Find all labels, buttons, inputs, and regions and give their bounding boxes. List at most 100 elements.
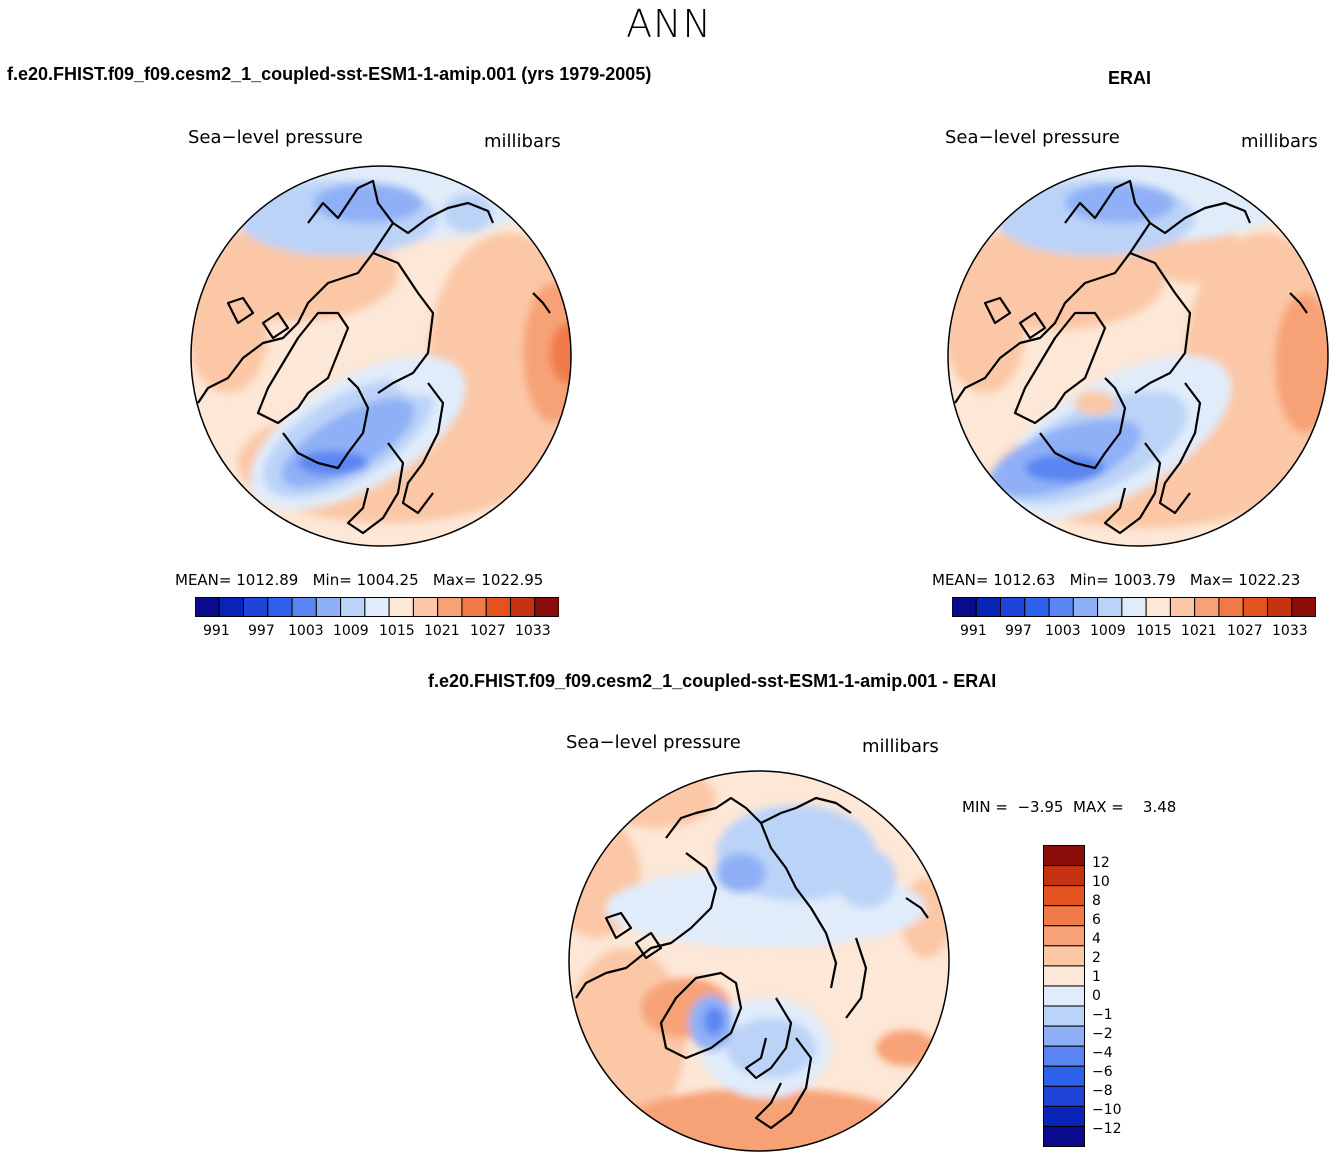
- colorbar-swatch: [1266, 597, 1293, 617]
- colorbar-swatch: [1043, 885, 1085, 907]
- colorbar-swatch: [412, 597, 439, 617]
- panel-model-units: millibars: [484, 131, 561, 152]
- min-label: MIN =: [962, 798, 1008, 816]
- diff-panel-title: f.e20.FHIST.f09_f09.cesm2_1_coupled-sst-…: [428, 671, 997, 691]
- cbar-label: 10: [1092, 874, 1110, 890]
- season-title: ANN: [626, 2, 712, 46]
- colorbar-swatch: [1097, 597, 1123, 617]
- cbar-label: 1027: [1227, 623, 1263, 639]
- colorbar-swatch: [243, 597, 269, 617]
- cbar-label: −1: [1092, 1007, 1113, 1023]
- min-label: Min=: [1069, 571, 1109, 589]
- mean-value: 1012.63: [993, 571, 1056, 589]
- cbar-label: 1003: [288, 623, 324, 639]
- colorbar-swatch: [952, 597, 977, 617]
- colorbar-swatch: [1000, 597, 1026, 617]
- colorbar-swatch: [1043, 845, 1085, 867]
- panel-obs-stats: MEAN= 1012.63 Min= 1003.79 Max= 1022.23: [932, 571, 1300, 589]
- colorbar-swatch: [195, 597, 220, 617]
- cbar-label: 6: [1092, 912, 1101, 928]
- cbar-label: 1009: [333, 623, 369, 639]
- cbar-label: 991: [960, 623, 987, 639]
- cbar-label: 1033: [1272, 623, 1308, 639]
- max-label: Max=: [1189, 571, 1234, 589]
- max-value: 3.48: [1142, 798, 1177, 816]
- cbar-label: −2: [1092, 1026, 1113, 1042]
- cbar-label: −4: [1092, 1045, 1113, 1061]
- max-value: 1022.95: [481, 571, 544, 589]
- colorbar-swatch: [1169, 597, 1196, 617]
- colorbar-swatch: [1043, 1125, 1085, 1147]
- colorbar-swatch: [1242, 597, 1268, 617]
- panel-model-map: [190, 165, 572, 547]
- diff-panel-stats: MIN = −3.95 MAX = 3.48: [962, 798, 1176, 816]
- colorbar-swatch: [1194, 597, 1220, 617]
- diff-panel-variable: Sea−level pressure: [566, 732, 741, 753]
- colorbar-swatch: [388, 597, 414, 617]
- colorbar-swatch: [509, 597, 536, 617]
- max-label: MAX =: [1073, 798, 1124, 816]
- cbar-label: 1015: [1136, 623, 1172, 639]
- colorbar-swatch: [1043, 1025, 1085, 1047]
- panel-obs-title: ERAI: [1108, 68, 1152, 88]
- colorbar-swatch: [1043, 865, 1085, 887]
- colorbar-swatch: [461, 597, 487, 617]
- min-value: −3.95: [1017, 798, 1064, 816]
- colorbar-swatch: [1043, 905, 1085, 927]
- cbar-label: 1: [1092, 969, 1101, 985]
- min-label: Min=: [312, 571, 352, 589]
- cbar-label: 1021: [1181, 623, 1217, 639]
- cbar-label: −10: [1092, 1102, 1122, 1118]
- panel-obs-map: [947, 165, 1329, 547]
- cbar-label: 997: [248, 623, 275, 639]
- colorbar-swatch: [1048, 597, 1074, 617]
- cbar-label: −12: [1092, 1121, 1122, 1137]
- cbar-label: 997: [1005, 623, 1032, 639]
- max-label: Max=: [432, 571, 477, 589]
- cbar-label: 12: [1092, 855, 1110, 871]
- panel-obs-colorbar: [952, 597, 1316, 617]
- colorbar-swatch: [218, 597, 245, 617]
- mean-label: MEAN=: [932, 571, 989, 589]
- colorbar-swatch: [315, 597, 342, 617]
- colorbar-swatch: [1043, 985, 1085, 1007]
- panel-model-colorbar: [195, 597, 559, 617]
- colorbar-swatch: [1145, 597, 1171, 617]
- cbar-label: −8: [1092, 1083, 1113, 1099]
- diff-panel-units: millibars: [862, 736, 939, 757]
- colorbar-swatch: [534, 597, 559, 617]
- panel-model-title: f.e20.FHIST.f09_f09.cesm2_1_coupled-sst-…: [7, 64, 652, 84]
- colorbar-swatch: [1043, 945, 1085, 967]
- min-value: 1003.79: [1113, 571, 1176, 589]
- colorbar-swatch: [340, 597, 366, 617]
- colorbar-swatch: [1291, 597, 1316, 617]
- colorbar-swatch: [1043, 965, 1085, 987]
- colorbar-swatch: [1121, 597, 1147, 617]
- colorbar-swatch: [1043, 1065, 1085, 1087]
- cbar-label: 8: [1092, 893, 1101, 909]
- colorbar-swatch: [364, 597, 390, 617]
- min-value: 1004.25: [356, 571, 419, 589]
- colorbar-swatch: [1043, 1085, 1085, 1107]
- colorbar-swatch: [267, 597, 293, 617]
- panel-obs-variable: Sea−level pressure: [945, 127, 1120, 148]
- diff-colorbar-labels: 12 10 8 6 4 2 1 0 −1 −2 −4 −6 −8 −10 −12: [1092, 855, 1152, 1145]
- panel-obs-colorbar-labels: 991 997 1003 1009 1015 1021 1027 1033: [952, 623, 1316, 641]
- panel-model-stats: MEAN= 1012.89 Min= 1004.25 Max= 1022.95: [175, 571, 543, 589]
- colorbar-swatch: [1043, 925, 1085, 947]
- cbar-label: −6: [1092, 1064, 1113, 1080]
- colorbar-swatch: [485, 597, 511, 617]
- colorbar-swatch: [1218, 597, 1244, 617]
- cbar-label: 1003: [1045, 623, 1081, 639]
- cbar-label: 991: [203, 623, 230, 639]
- cbar-label: 0: [1092, 988, 1101, 1004]
- colorbar-swatch: [1043, 1045, 1085, 1067]
- cbar-label: 1021: [424, 623, 460, 639]
- colorbar-swatch: [1043, 1005, 1085, 1027]
- mean-value: 1012.89: [236, 571, 299, 589]
- max-value: 1022.23: [1238, 571, 1301, 589]
- cbar-label: 1009: [1090, 623, 1126, 639]
- diff-panel-map: [568, 770, 950, 1152]
- colorbar-swatch: [975, 597, 1002, 617]
- colorbar-swatch: [1072, 597, 1099, 617]
